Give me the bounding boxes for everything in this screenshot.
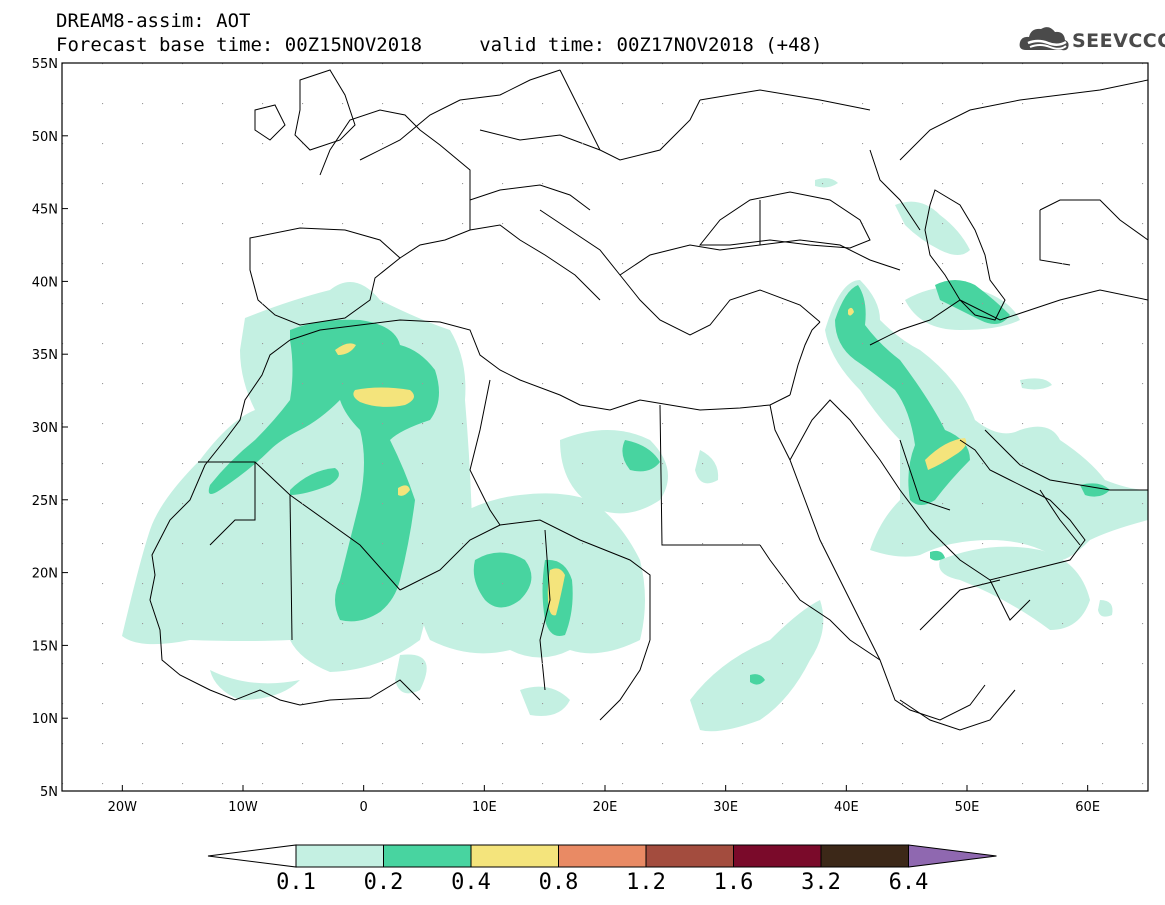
lat-axis: 55N 50N 45N 40N 35N 30N 25N 20N 15N 10N 5N [32,57,68,800]
colorbar-segment [383,844,472,868]
colorbar-segment [645,844,734,868]
colorbar-segment [820,844,909,868]
lon-axis: 20W 10W 0 10E 20E 30E 40E 50E 60E [108,785,1100,815]
lat-label: 5N [40,785,58,800]
colorbar [207,844,997,868]
colorbar-label: 1.6 [713,870,754,895]
lat-label: 35N [32,348,58,363]
lat-label: 40N [32,275,58,290]
colorbar-label: 0.4 [451,870,491,895]
colorbar-label: 0.1 [276,870,316,895]
lon-label: 50E [955,800,980,815]
lon-label: 30E [713,800,738,815]
lat-label: 55N [32,57,58,72]
lat-label: 30N [32,421,58,436]
colorbar-label: 1.2 [626,870,666,895]
lon-label: 40E [834,800,859,815]
lon-label: 10E [472,800,497,815]
colorbar-label: 3.2 [801,870,841,895]
colorbar-segment [558,844,647,868]
colorbar-low-arrow [207,844,297,868]
grid-dots [62,63,1148,791]
seevccc-logo: SEEVCCC [1018,22,1165,58]
lon-label: 20E [593,800,618,815]
lon-label: 0 [360,800,368,815]
lat-label: 20N [32,567,58,582]
lat-label: 10N [32,712,58,727]
colorbar-label: 0.2 [363,870,404,895]
lat-label: 45N [32,203,58,218]
colorbar-label: 6.4 [888,870,929,895]
lat-label: 50N [32,130,58,145]
colorbar-segment [733,844,822,868]
colorbar-high-arrow [908,844,997,868]
colorbar-segment [470,844,559,868]
lon-label: 10W [228,800,258,815]
forecast-times: Forecast base time: 00Z15NOV2018 valid t… [56,34,823,56]
colorbar-segment [295,844,384,868]
logo-text: SEEVCCC [1072,30,1165,52]
lat-label: 25N [32,494,58,509]
chart-title: DREAM8-assim: AOT [56,10,251,32]
lat-label: 15N [32,639,58,654]
lon-label: 60E [1075,800,1100,815]
lon-label: 20W [108,800,138,815]
colorbar-label: 0.8 [538,870,579,895]
cloud-icon [1019,27,1069,51]
